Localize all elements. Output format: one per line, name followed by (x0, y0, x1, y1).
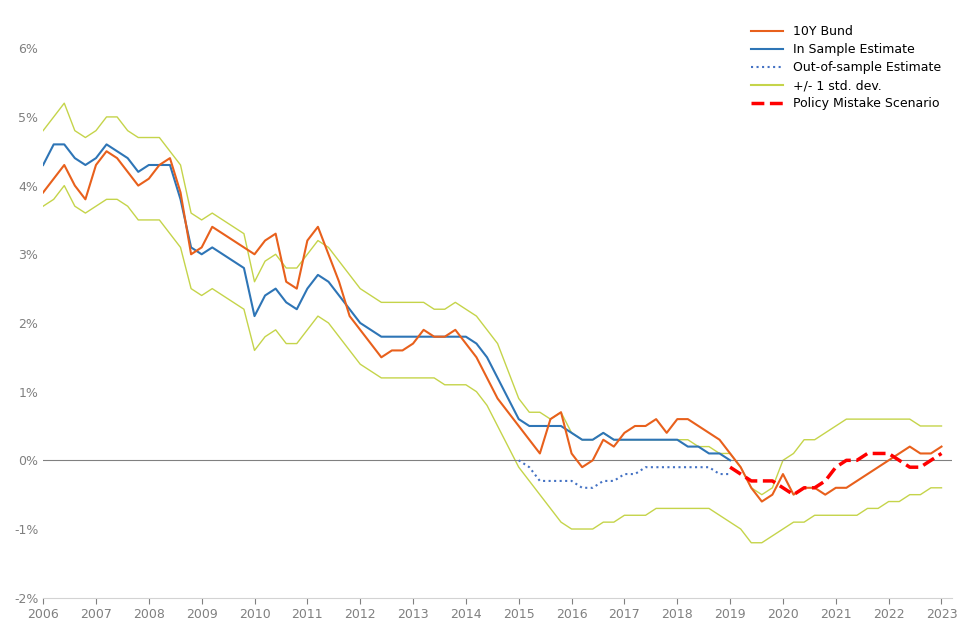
Legend: 10Y Bund, In Sample Estimate, Out-of-sample Estimate, +/- 1 std. dev., Policy Mi: 10Y Bund, In Sample Estimate, Out-of-sam… (746, 20, 946, 115)
